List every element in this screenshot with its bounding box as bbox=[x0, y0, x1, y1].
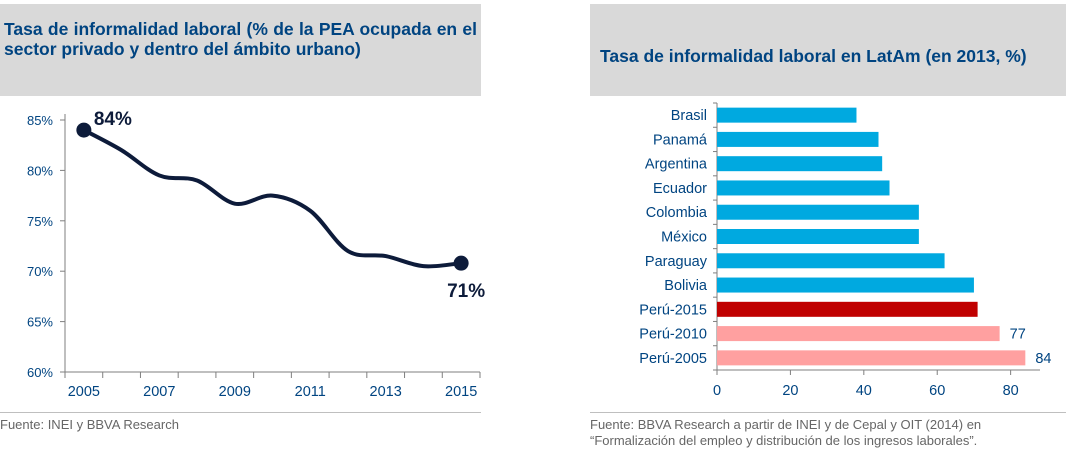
line-chart: 85% 80% 75% 70% 65% 60% 2005 2007 2009 2011 2013 20… bbox=[27, 109, 485, 400]
category-label: Perú-2010 bbox=[639, 327, 707, 343]
y-tick-label: 70% bbox=[27, 264, 53, 279]
x-tick-label: 20 bbox=[782, 383, 798, 399]
category-label: México bbox=[661, 230, 707, 246]
line-chart-source: Fuente: INEI y BBVA Research bbox=[0, 412, 481, 433]
bar bbox=[717, 204, 919, 220]
bar bbox=[717, 277, 974, 293]
x-tick-label: 2007 bbox=[143, 384, 175, 400]
x-tick-label: 2015 bbox=[445, 384, 477, 400]
y-tick-label: 65% bbox=[27, 315, 53, 330]
line-chart-panel: Tasa de informalidad laboral (% de la PE… bbox=[0, 0, 485, 457]
bar bbox=[717, 229, 919, 244]
data-label: 84 bbox=[1035, 351, 1051, 367]
bar-chart-panel: Tasa de informalidad laboral en LatAm (e… bbox=[590, 0, 1071, 457]
category-label: Brasil bbox=[671, 108, 707, 124]
category-label: Perú-2015 bbox=[639, 302, 707, 318]
bar bbox=[717, 131, 879, 147]
bar bbox=[717, 253, 945, 269]
x-tick-label: 2013 bbox=[370, 384, 402, 400]
data-label: 77 bbox=[1010, 327, 1026, 343]
category-label: Colombia bbox=[646, 205, 708, 221]
x-tick-label: 2005 bbox=[68, 384, 100, 400]
annotation-71: 71% bbox=[447, 281, 485, 302]
y-tick-label: 75% bbox=[27, 214, 53, 229]
annotation-84: 84% bbox=[94, 109, 132, 130]
x-tick-label: 2011 bbox=[295, 384, 326, 400]
x-tick-label: 60 bbox=[929, 383, 945, 399]
bar-chart: Brasil Panamá Argentina Ecuador Colombia Méxi… bbox=[639, 102, 1051, 399]
series-line bbox=[81, 128, 464, 269]
bar-chart-title: Tasa de informalidad laboral en LatAm (e… bbox=[590, 4, 1066, 96]
y-tick-label: 60% bbox=[27, 365, 53, 380]
line-chart-title: Tasa de informalidad laboral (% de la PE… bbox=[0, 4, 481, 96]
y-tick-label: 85% bbox=[27, 113, 53, 128]
end-point-marker bbox=[453, 255, 469, 271]
bar bbox=[717, 107, 857, 123]
category-label: Argentina bbox=[645, 157, 708, 173]
y-tick-label: 80% bbox=[27, 163, 53, 178]
bar bbox=[717, 326, 1000, 342]
start-point-marker bbox=[76, 122, 92, 138]
category-label: Bolivia bbox=[664, 278, 708, 294]
x-tick-label: 0 bbox=[713, 383, 721, 399]
x-tick-label: 80 bbox=[1003, 383, 1019, 399]
category-label: Ecuador bbox=[653, 181, 707, 197]
category-label: Paraguay bbox=[645, 254, 708, 270]
bar bbox=[717, 156, 883, 172]
x-tick-label: 40 bbox=[856, 383, 872, 399]
category-label: Perú-2005 bbox=[639, 351, 707, 367]
bar bbox=[717, 301, 978, 317]
category-label: Panamá bbox=[653, 132, 708, 148]
bar bbox=[717, 350, 1026, 366]
x-tick-label: 2009 bbox=[219, 384, 251, 400]
bar-chart-source: Fuente: BBVA Research a partir de INEI y… bbox=[590, 412, 1066, 449]
bar bbox=[717, 180, 890, 196]
